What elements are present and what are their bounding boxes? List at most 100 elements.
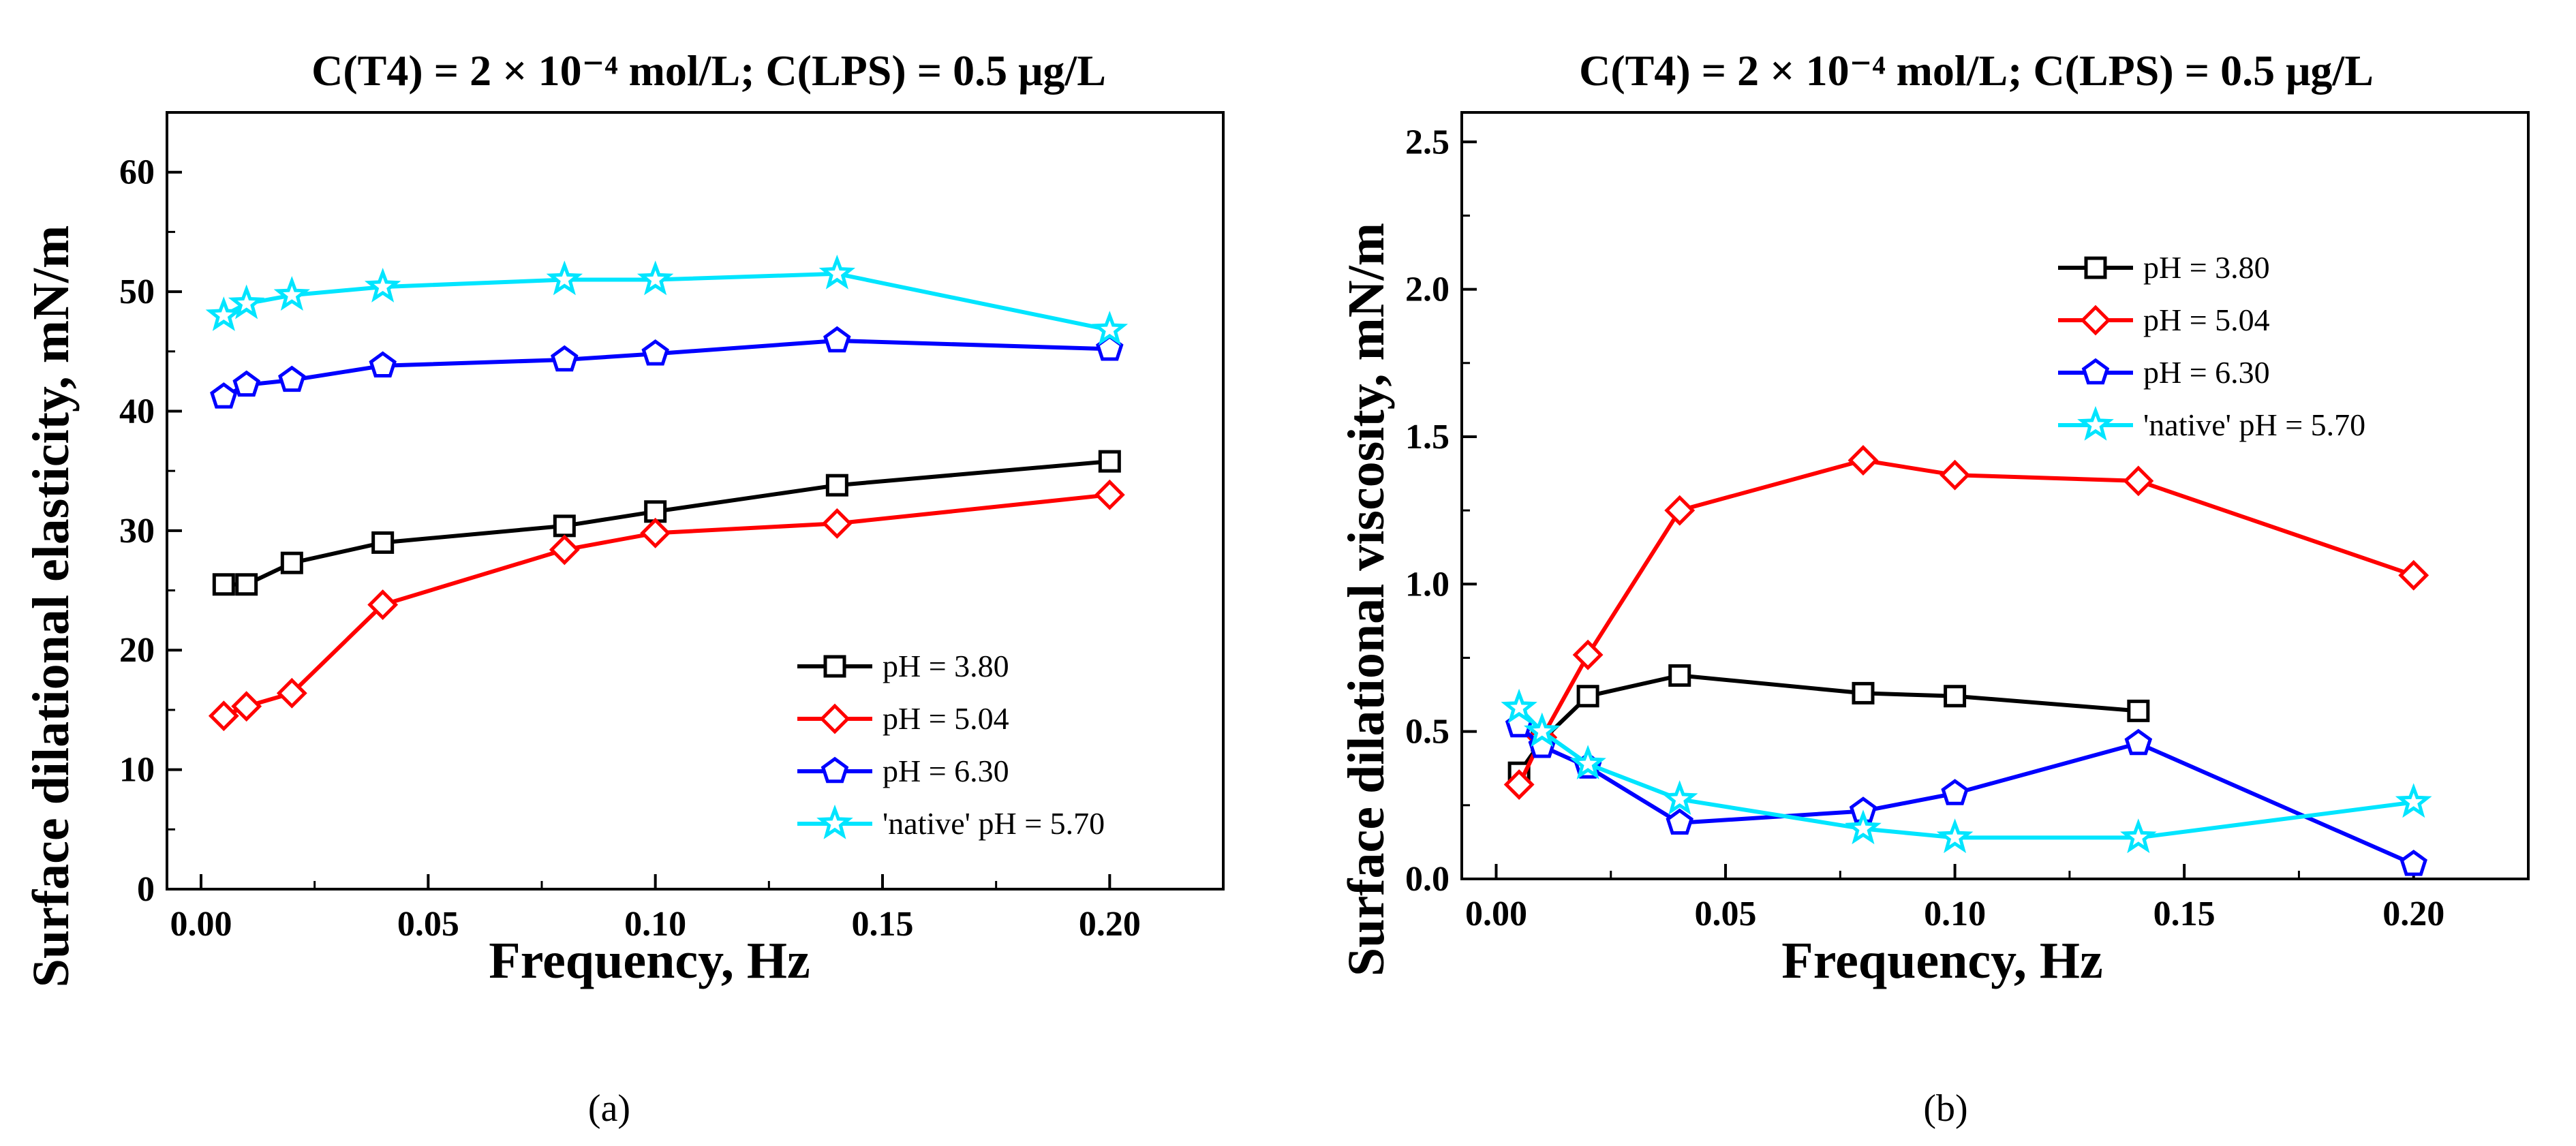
data-point-series-1 — [212, 573, 235, 596]
panel-b-ylabel: Surface dilational viscosity, mN/m — [1338, 223, 1395, 976]
legend-marker-4 — [816, 804, 853, 839]
legend-label-1: pH = 3.80 — [883, 649, 1009, 683]
data-point-series-2 — [1664, 495, 1696, 526]
legend-label-3: pH = 6.30 — [2143, 355, 2270, 390]
legend-label-4: 'native' pH = 5.70 — [2143, 407, 2365, 442]
data-point-series-3 — [232, 370, 260, 397]
data-point-series-1 — [2127, 699, 2150, 722]
series-line-4 — [1517, 706, 2414, 840]
data-point-series-4 — [364, 268, 401, 303]
panel-b: C(T4) = 2 × 10⁻⁴ mol/L; C(LPS) = 0.5 μg/… — [1338, 46, 2530, 1130]
series-line-2 — [1517, 458, 2414, 786]
panel-b-plot: 0.00 0.05 0.10 0.15 0.20 0.0 0.5 1.0 1.5 2.0 2.5 pH… — [1405, 111, 2530, 933]
data-point-series-1 — [1576, 685, 1599, 708]
data-point-series-4 — [273, 276, 311, 311]
y-tick-label: 1.0 — [1405, 565, 1450, 604]
data-point-series-4 — [205, 296, 243, 331]
data-point-series-4 — [1501, 688, 1537, 724]
data-point-series-4 — [1091, 311, 1129, 345]
series-line-4 — [222, 271, 1110, 332]
x-tick-label: 0.05 — [397, 905, 459, 944]
data-point-series-1 — [371, 531, 395, 554]
data-point-series-3 — [210, 382, 238, 409]
legend-marker-3 — [821, 756, 849, 784]
data-point-series-3 — [1941, 779, 1969, 805]
x-tick-label: 0.20 — [2382, 895, 2444, 933]
x-tick-label: 0.10 — [1924, 895, 1986, 933]
y-tick-label: 20 — [119, 631, 155, 670]
data-point-series-1 — [553, 514, 576, 538]
legend-marker-2 — [819, 703, 850, 734]
data-point-series-4 — [228, 284, 265, 320]
panel-b-title: C(T4) = 2 × 10⁻⁴ mol/L; C(LPS) = 0.5 μg/… — [1579, 46, 2374, 95]
x-tick-label: 0.00 — [170, 905, 232, 944]
data-point-series-1 — [1098, 450, 1121, 473]
series-line-1 — [224, 459, 1110, 587]
data-point-series-3 — [278, 365, 306, 392]
data-point-series-2 — [2398, 559, 2429, 591]
data-point-series-3 — [2399, 850, 2427, 876]
data-point-series-4 — [546, 260, 583, 296]
panel-a-plot: 0.00 0.05 0.10 0.15 0.20 0 10 20 30 40 50 60 pH = 3.… — [119, 111, 1225, 944]
data-point-series-2 — [1503, 769, 1535, 800]
data-point-series-2 — [821, 508, 853, 539]
data-point-series-2 — [1094, 479, 1125, 510]
data-point-series-2 — [2123, 465, 2154, 497]
data-point-series-4 — [1661, 780, 1698, 815]
y-tick-label: 1.5 — [1405, 418, 1450, 456]
x-tick-label: 0.15 — [2153, 895, 2215, 933]
data-point-series-3 — [2124, 728, 2153, 756]
legend-marker-1 — [823, 655, 846, 678]
data-point-series-1 — [1668, 664, 1691, 687]
data-point-series-2 — [276, 677, 307, 709]
data-point-series-1 — [1852, 681, 1875, 704]
legend-marker-3 — [2081, 358, 2110, 385]
panel-a-title: C(T4) = 2 × 10⁻⁴ mol/L; C(LPS) = 0.5 μg/… — [311, 46, 1106, 95]
plot-frame — [1460, 111, 2530, 880]
legend-label-2: pH = 5.04 — [883, 701, 1009, 736]
y-tick-label: 40 — [119, 392, 155, 431]
legend-label-4: 'native' pH = 5.70 — [883, 806, 1105, 841]
data-point-series-2 — [640, 517, 671, 548]
data-point-series-3 — [551, 345, 579, 372]
panel-a: C(T4) = 2 × 10⁻⁴ mol/L; C(LPS) = 0.5 μg/… — [22, 46, 1225, 1130]
legend-label-1: pH = 3.80 — [2143, 250, 2270, 285]
data-point-series-3 — [369, 351, 397, 377]
data-point-series-1 — [235, 573, 258, 596]
legend-label-3: pH = 6.30 — [883, 754, 1009, 788]
legend-marker-2 — [2080, 305, 2111, 336]
data-point-series-2 — [208, 700, 239, 732]
y-tick-label: 0.5 — [1405, 713, 1450, 752]
data-point-series-3 — [1666, 808, 1693, 835]
data-point-series-2 — [231, 691, 262, 722]
data-point-series-1 — [825, 474, 848, 497]
x-tick-label: 0.20 — [1079, 905, 1141, 944]
y-tick-label: 30 — [119, 512, 155, 551]
data-point-series-4 — [2395, 783, 2432, 818]
x-tick-label: 0.15 — [852, 905, 914, 944]
y-tick-label: 0.0 — [1405, 860, 1450, 899]
x-tick-label: 0.00 — [1465, 895, 1527, 933]
y-tick-label: 2.0 — [1405, 270, 1450, 309]
plot-frame — [166, 111, 1225, 891]
y-tick-label: 2.5 — [1405, 123, 1450, 161]
data-point-series-2 — [1847, 445, 1879, 476]
data-point-series-4 — [1845, 809, 1882, 845]
data-point-series-4 — [2120, 818, 2157, 854]
x-tick-label: 0.10 — [624, 905, 686, 944]
legend-marker-1 — [2084, 256, 2107, 279]
data-point-series-1 — [280, 551, 303, 574]
y-tick-label: 0 — [137, 870, 155, 909]
data-point-series-2 — [367, 589, 399, 621]
data-point-series-1 — [1944, 685, 1967, 708]
panel-b-caption: (b) — [1923, 1087, 1967, 1130]
data-point-series-2 — [1572, 639, 1604, 670]
panel-b-xlabel: Frequency, Hz — [1781, 932, 2102, 989]
y-tick-label: 60 — [119, 153, 155, 192]
data-point-series-4 — [1524, 712, 1561, 747]
legend-label-2: pH = 5.04 — [2143, 303, 2270, 337]
panel-a-xlabel: Frequency, Hz — [489, 932, 810, 989]
data-point-series-3 — [823, 326, 851, 353]
x-tick-label: 0.05 — [1695, 895, 1757, 933]
